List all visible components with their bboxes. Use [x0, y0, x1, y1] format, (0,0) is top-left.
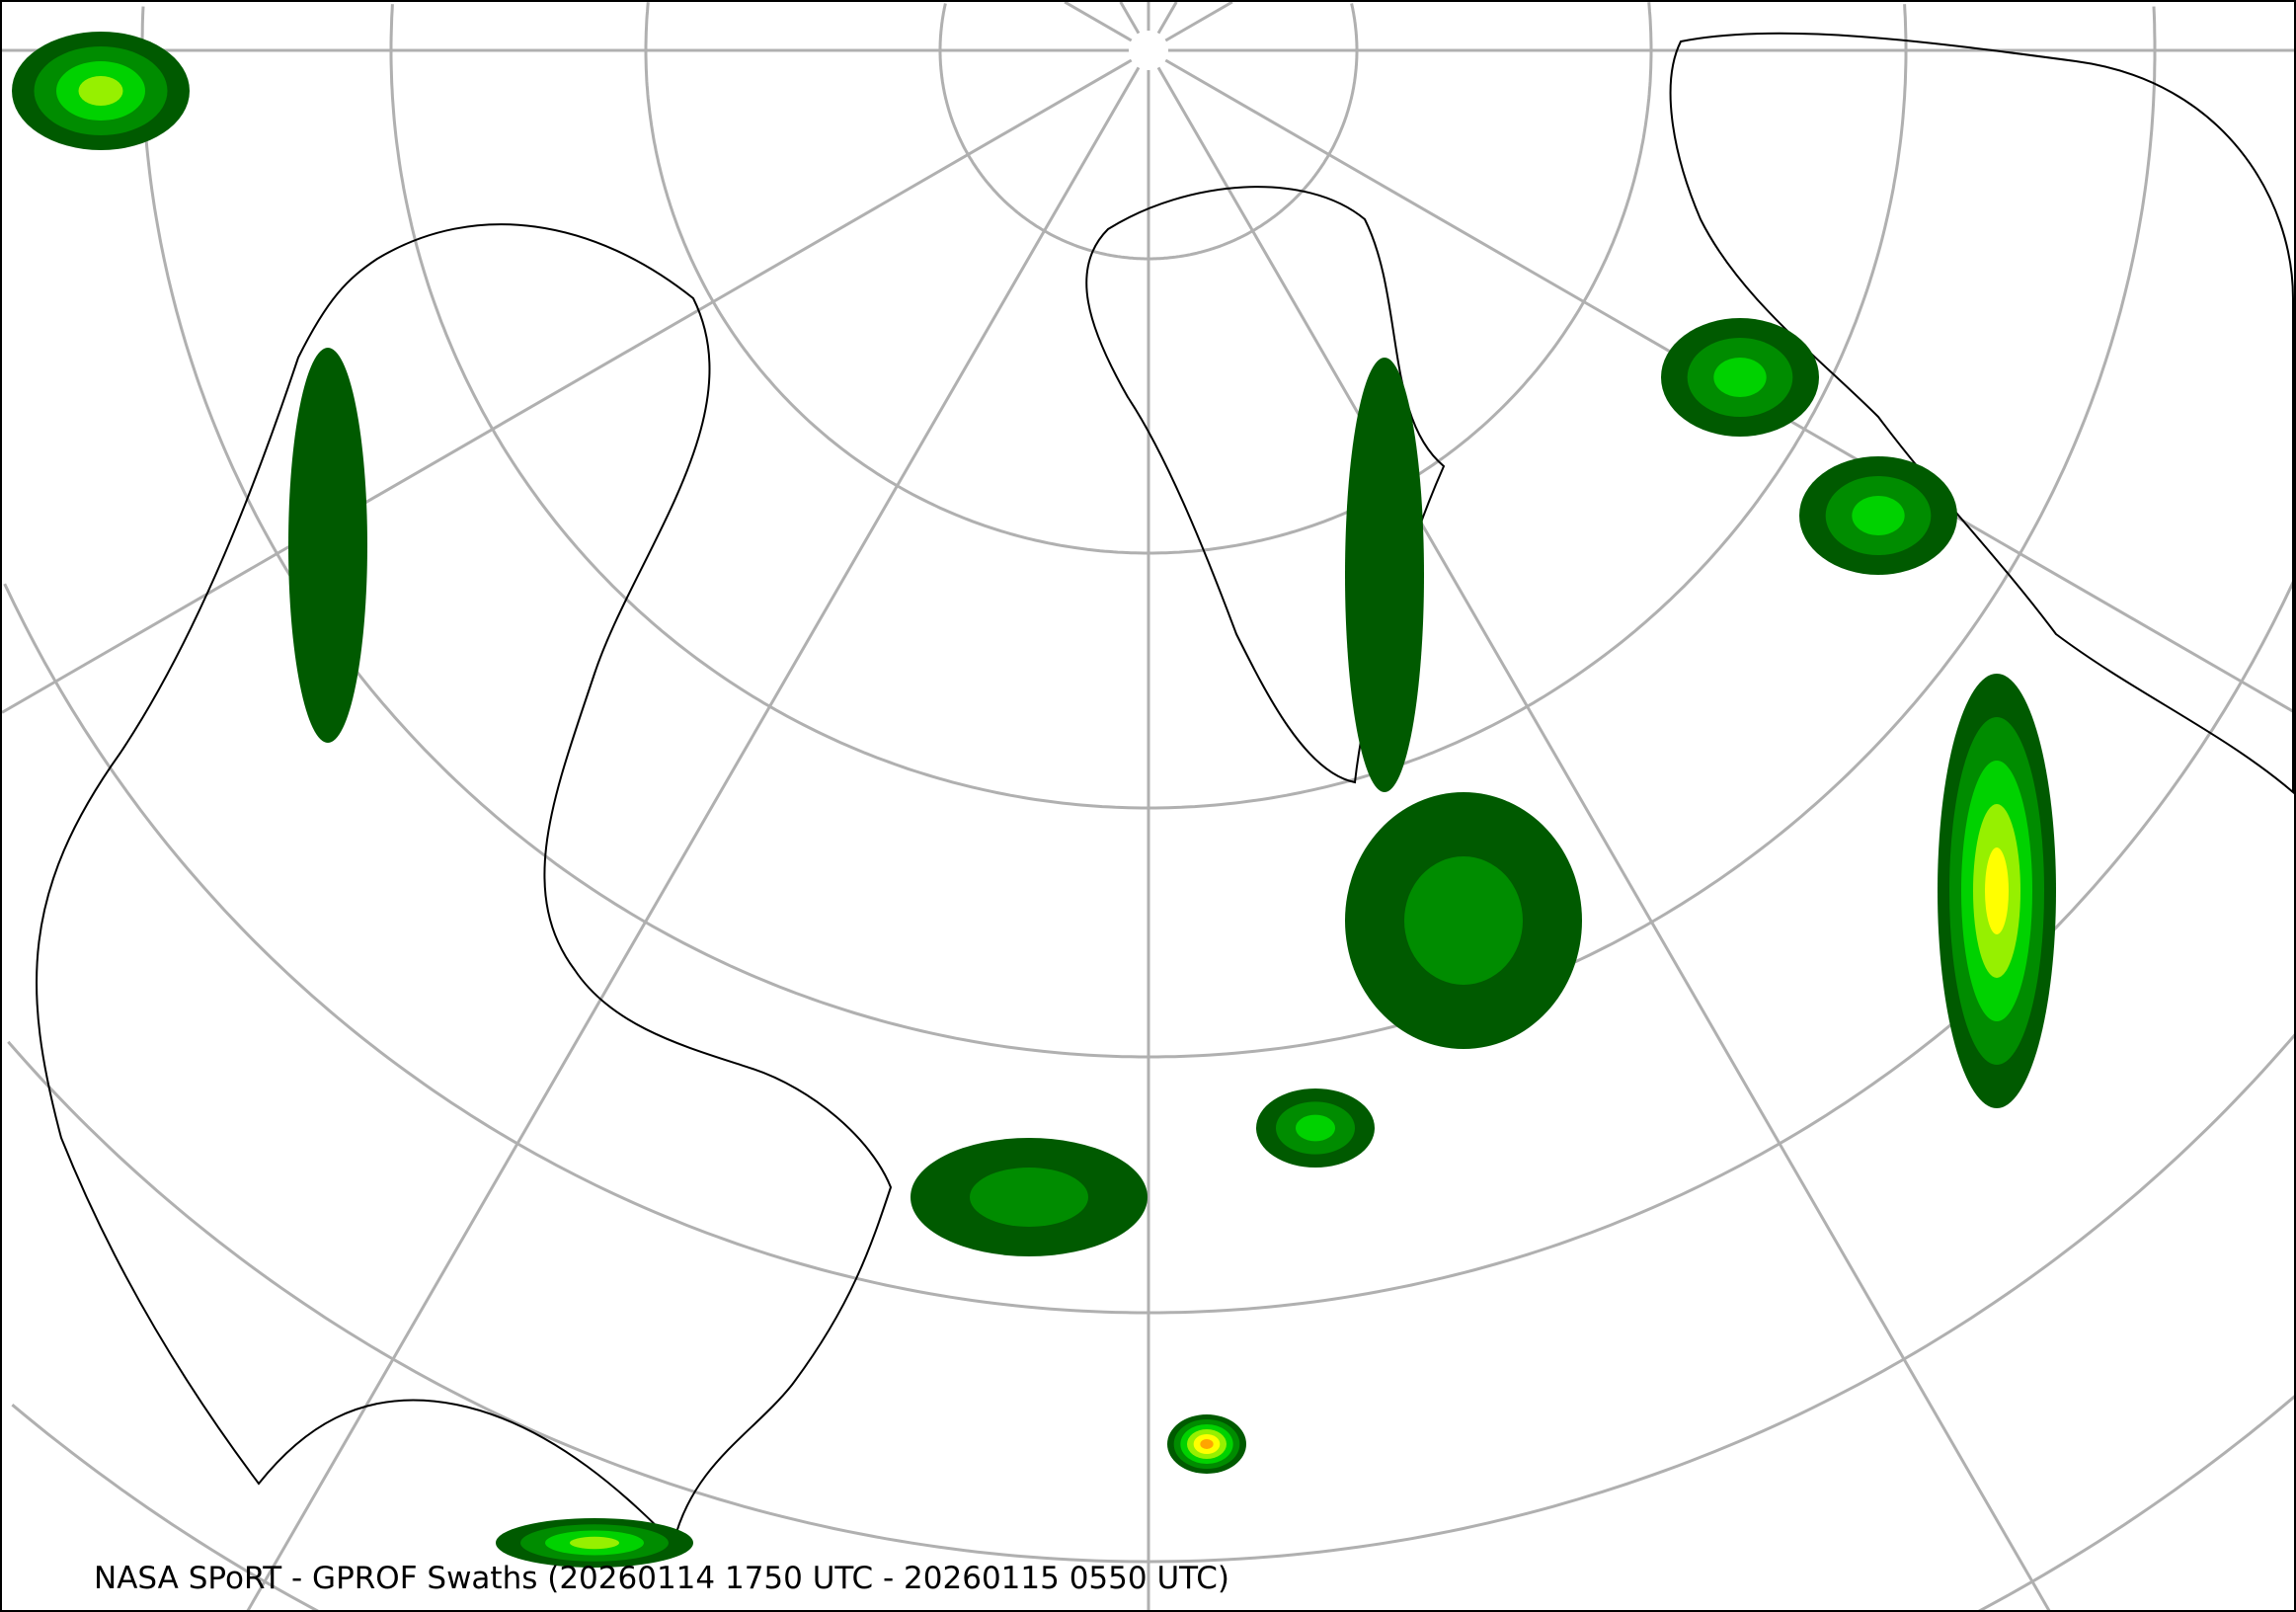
- meridian-line: [1156, 2, 1178, 35]
- precip-cell: [1345, 358, 1424, 792]
- precip-cell: [288, 348, 367, 743]
- precipitation-swaths: [12, 32, 2056, 1568]
- meridian-line: [2, 58, 1133, 714]
- north-america-outline: [36, 223, 893, 1545]
- meridian-line: [1164, 2, 1233, 42]
- latitude-circle: [1350, 3, 1359, 50]
- latitude-circle: [2152, 6, 2157, 50]
- latitude-circle: [1647, 2, 1653, 50]
- precip-cell: [1713, 358, 1767, 397]
- latitude-circle: [1903, 4, 1908, 50]
- latitude-circle: [1978, 1395, 2294, 1610]
- precip-cell: [970, 1168, 1088, 1227]
- latitude-circle: [644, 2, 1653, 555]
- meridian-line: [1119, 2, 1141, 35]
- precip-cell: [78, 76, 123, 106]
- latitude-circle: [389, 4, 1908, 810]
- latitude-circle: [938, 3, 1359, 261]
- map-caption: NASA SPoRT - GPROF Swaths (20260114 1750…: [94, 1561, 1229, 1596]
- latitude-circle: [7, 1033, 2294, 1564]
- precip-cell: [570, 1536, 619, 1550]
- precip-cell: [1985, 847, 2009, 934]
- precip-cell: [1296, 1114, 1335, 1142]
- meridian-line: [1064, 2, 1133, 42]
- meridian-line: [1156, 66, 2051, 1610]
- meridian-line: [246, 66, 1141, 1610]
- precip-cell: [1404, 856, 1523, 985]
- precip-cell: [1852, 496, 1905, 535]
- latitude-circle: [140, 6, 2157, 1059]
- europe-outline: [1669, 32, 2294, 795]
- precip-cell: [1200, 1439, 1214, 1449]
